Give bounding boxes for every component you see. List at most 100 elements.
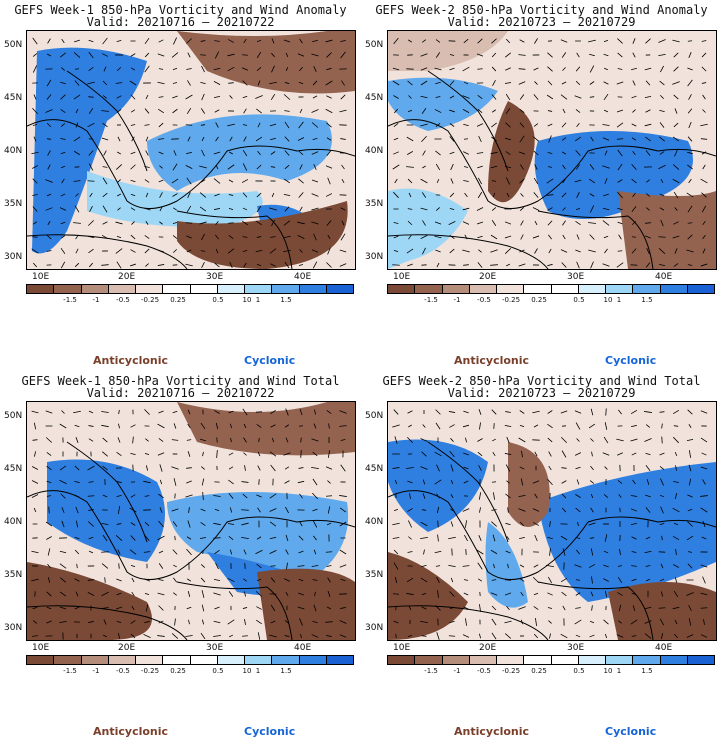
wind-vector — [284, 466, 290, 470]
wind-vector — [687, 234, 693, 240]
wind-vector — [339, 109, 347, 113]
wind-vector — [533, 522, 539, 526]
wind-vector — [575, 422, 581, 430]
wind-vector — [547, 592, 553, 596]
colorbar — [26, 655, 354, 665]
wind-vector — [463, 123, 469, 127]
wind-vector — [588, 522, 596, 526]
wind-vector — [478, 633, 482, 639]
wind-vector — [102, 95, 108, 99]
coastline — [27, 70, 355, 269]
wind-vector — [562, 164, 566, 170]
wind-vector — [47, 38, 51, 44]
wind-vector — [283, 452, 291, 456]
wind-vector — [491, 52, 497, 58]
wind-vector — [533, 633, 539, 639]
wind-vector — [547, 607, 553, 609]
wind-vector — [519, 564, 525, 568]
wind-vector — [435, 422, 441, 430]
wind-vector — [257, 507, 261, 513]
wind-vector — [256, 494, 262, 498]
wind-vector — [187, 136, 191, 142]
wind-vector — [32, 178, 38, 184]
colorbar-extra-label: 10 — [603, 667, 613, 675]
wind-vector — [407, 208, 413, 210]
wind-vector — [130, 564, 136, 568]
wind-vector — [214, 40, 220, 42]
wind-vector — [144, 52, 150, 58]
wind-vector — [602, 124, 610, 126]
wind-vector — [420, 67, 428, 71]
longitude-label: 10E — [393, 643, 411, 653]
wind-vector — [661, 436, 663, 444]
wind-vector — [645, 109, 651, 113]
longitude-label: 10E — [32, 643, 50, 653]
longitude-label: 40E — [294, 272, 312, 282]
wind-vector — [326, 67, 332, 71]
colorbar-swatch — [163, 656, 191, 664]
wind-vector — [159, 165, 163, 169]
wind-vector — [116, 193, 122, 197]
wind-vector — [689, 478, 691, 486]
wind-vector — [437, 534, 439, 542]
wind-vector — [213, 635, 221, 637]
wind-vector — [392, 522, 400, 526]
wind-vector — [143, 633, 151, 639]
wind-vector — [616, 81, 624, 85]
wind-vector — [631, 67, 637, 71]
wind-vector — [602, 207, 610, 211]
wind-vector — [300, 633, 302, 639]
wind-vector — [659, 94, 665, 100]
wind-vector — [227, 123, 235, 127]
wind-vector — [408, 192, 412, 198]
panel-valid-dates: Valid: 20210716 – 20210722 — [86, 15, 275, 29]
wind-vector — [130, 263, 136, 267]
wind-vector — [532, 207, 540, 211]
wind-vector — [31, 494, 39, 498]
wind-vector — [407, 151, 413, 155]
wind-vector — [103, 150, 107, 156]
wind-vector — [31, 466, 39, 470]
wind-vector — [284, 178, 290, 184]
wind-vector — [339, 425, 347, 427]
wind-vector — [590, 438, 594, 442]
wind-vector — [687, 40, 693, 42]
wind-vector — [158, 563, 164, 569]
wind-vector — [616, 438, 624, 442]
wind-vector — [534, 493, 538, 499]
wind-vector — [491, 618, 497, 626]
colorbar-swatch — [272, 285, 300, 293]
latitude-label: 40N — [4, 146, 23, 156]
wind-vector — [590, 591, 594, 597]
wind-vector — [603, 619, 609, 625]
wind-vector — [434, 67, 442, 71]
wind-vector — [631, 424, 637, 428]
wind-vector — [131, 605, 135, 611]
wind-vector — [186, 480, 192, 484]
wind-vector — [687, 563, 693, 569]
wind-vector — [200, 250, 206, 252]
wind-vector — [299, 493, 303, 499]
wind-vector — [326, 606, 332, 610]
wind-vector — [185, 494, 193, 498]
wind-vector — [520, 591, 524, 597]
wind-vector — [59, 563, 67, 569]
wind-vector — [660, 179, 664, 183]
wind-vector — [520, 478, 524, 486]
wind-vector — [602, 165, 610, 169]
wind-vector — [672, 409, 680, 415]
wind-vector — [476, 207, 484, 211]
wind-vector — [102, 177, 108, 185]
wind-vector — [285, 408, 289, 416]
wind-vector — [201, 65, 205, 73]
wind-vector — [476, 549, 484, 555]
wind-vector — [688, 424, 692, 428]
wind-vector — [242, 607, 248, 609]
wind-vector — [395, 605, 397, 611]
vorticity-region — [257, 568, 355, 640]
wind-vector — [311, 207, 319, 211]
wind-vector — [449, 54, 455, 56]
wind-vector — [591, 451, 593, 457]
wind-vector — [31, 248, 39, 254]
wind-vector — [589, 96, 595, 98]
